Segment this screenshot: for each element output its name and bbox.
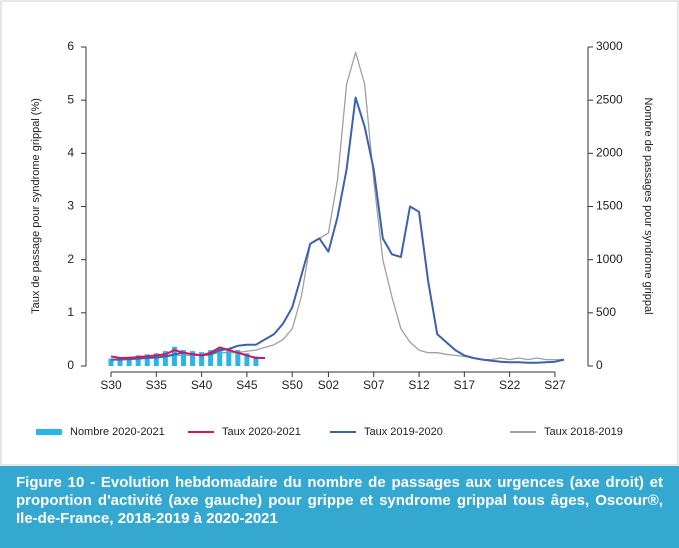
y-tick-label: 6 (67, 39, 74, 53)
bar (208, 350, 214, 366)
bar (162, 351, 168, 366)
y-tick-label: 5 (67, 92, 74, 106)
bar (171, 346, 177, 366)
x-tick-label: S22 (499, 378, 521, 392)
bar (253, 356, 259, 366)
bar (199, 352, 205, 366)
legend-label: Taux 2020-2021 (222, 426, 301, 438)
x-tick-label: S02 (318, 378, 340, 392)
caption: Figure 10 - Evolution hebdomadaire du no… (0, 466, 679, 548)
bar (180, 350, 186, 366)
bar (153, 353, 159, 366)
bar (108, 358, 114, 366)
x-tick-label: S27 (544, 378, 566, 392)
y2-axis-label: Nombre de passages pour syndrome grippal (642, 97, 654, 314)
y2-tick-label: 1500 (596, 199, 623, 213)
legend-label: Taux 2019-2020 (364, 426, 443, 438)
y2-tick-label: 2500 (596, 92, 623, 106)
bar (117, 357, 123, 366)
frame (0, 0, 679, 466)
bar (226, 348, 232, 366)
x-tick-label: S50 (282, 378, 304, 392)
x-tick-label: S45 (236, 378, 258, 392)
y2-tick-label: 2000 (596, 146, 623, 160)
bar (126, 356, 132, 366)
legend-label: Taux 2018-2019 (544, 426, 623, 438)
bar (217, 347, 223, 366)
y-tick-label: 1 (67, 305, 74, 319)
x-tick-label: S07 (363, 378, 385, 392)
line (111, 96, 565, 364)
bar (235, 350, 241, 366)
legend-swatch (36, 429, 62, 435)
y-axis-label: Taux de passage pour syndrome grippal (%… (30, 98, 42, 314)
y2-tick-label: 500 (596, 305, 616, 319)
line (111, 51, 564, 361)
chart: Taux de passage pour syndrome grippal (%… (0, 0, 679, 466)
x-tick-label: S30 (100, 378, 122, 392)
bar (144, 354, 150, 366)
y-tick-label: 2 (67, 252, 74, 266)
x-tick-label: S35 (146, 378, 168, 392)
y2-tick-label: 1000 (596, 252, 623, 266)
bar (135, 355, 141, 366)
bar (190, 351, 196, 366)
x-tick-label: S40 (191, 378, 213, 392)
y-tick-label: 0 (67, 358, 74, 372)
bar (244, 353, 250, 366)
x-tick-label: S17 (454, 378, 476, 392)
y-tick-label: 4 (67, 146, 74, 160)
x-tick-label: S12 (408, 378, 430, 392)
y2-tick-label: 0 (596, 358, 603, 372)
y-tick-label: 3 (67, 199, 74, 213)
y2-tick-label: 3000 (596, 39, 623, 53)
legend-label: Nombre 2020-2021 (70, 426, 165, 438)
line (110, 346, 265, 359)
